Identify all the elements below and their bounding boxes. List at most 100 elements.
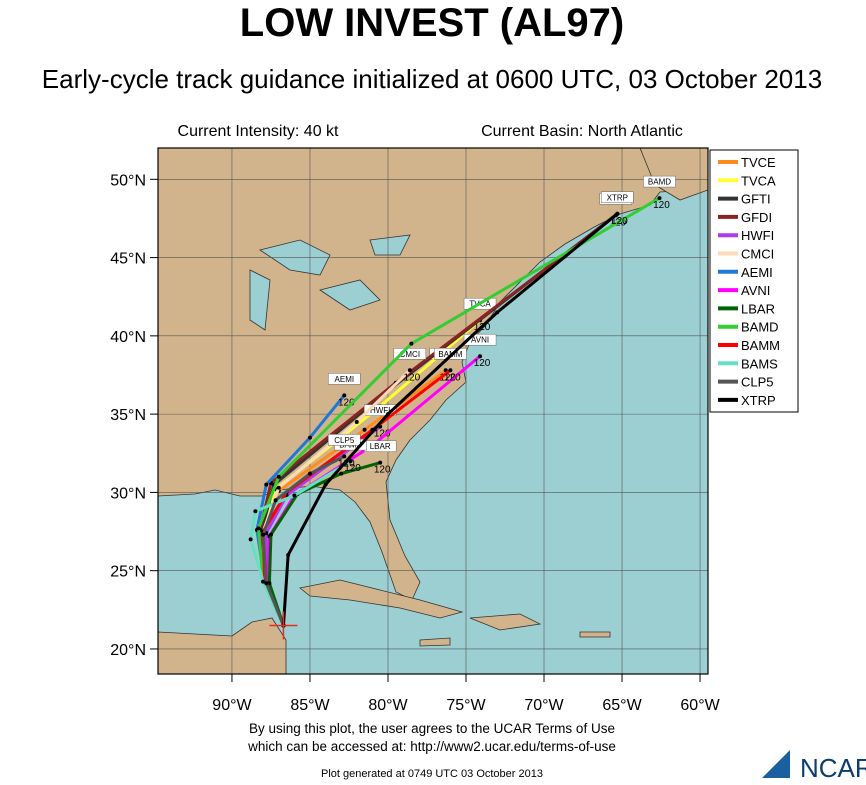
- track-point: [276, 474, 281, 479]
- track-point: [348, 459, 353, 464]
- track-label-box: [393, 348, 427, 360]
- track-point: [339, 471, 344, 476]
- terms-line-2: which can be accessed at: http://www2.uc…: [247, 739, 616, 754]
- legend-label: AEMI: [741, 265, 773, 280]
- track: [249, 459, 352, 627]
- track-point: [248, 537, 253, 542]
- lon-label: 70°W: [524, 697, 564, 714]
- tracks: TVCE120TVCA120GFTI120GFDI120HWFI120CMCI1…: [248, 175, 676, 628]
- legend-label: AVNI: [741, 283, 770, 298]
- title: LOW INVEST (AL97): [240, 1, 624, 45]
- final-hour: 120: [653, 200, 670, 211]
- track-label: LBAR: [370, 442, 391, 451]
- legend-label: BAMM: [741, 338, 780, 353]
- lat-label: 50°N: [110, 172, 146, 189]
- final-hour: 120: [338, 458, 355, 469]
- track-label: HWFI: [370, 406, 390, 415]
- lon-label: 65°W: [602, 697, 642, 714]
- track-point: [276, 485, 281, 490]
- legend: [709, 149, 799, 413]
- track-point: [273, 498, 278, 503]
- track-label: AVNI: [471, 336, 489, 345]
- track-label-box: [463, 333, 497, 346]
- lat-label: 40°N: [110, 329, 146, 346]
- legend-label: BAMD: [741, 320, 779, 335]
- track-label: CMCI: [400, 350, 420, 359]
- track-point: [409, 341, 414, 346]
- final-hour: 120: [374, 465, 391, 476]
- track-point: [362, 427, 367, 432]
- track-label: BAMD: [648, 178, 671, 187]
- track-point: [407, 368, 412, 373]
- track-point: [261, 532, 266, 537]
- initial-position: [269, 611, 298, 640]
- track-point: [342, 393, 347, 398]
- final-hour: 120: [439, 372, 456, 383]
- lat-label: 25°N: [110, 564, 146, 581]
- legend-label: GFDI: [741, 210, 772, 225]
- lon-label: 90°W: [212, 697, 252, 714]
- legend-label: LBAR: [741, 301, 775, 316]
- track-label: CLP5: [334, 436, 355, 445]
- caribbean-islands: [419, 613, 611, 647]
- logo: NCAR: [800, 753, 866, 780]
- lat-label: 35°N: [110, 407, 146, 424]
- yucatan: [158, 617, 287, 674]
- final-hour: 120: [374, 429, 391, 440]
- track-point: [268, 532, 273, 537]
- subtitle: Early-cycle track guidance initialized a…: [42, 64, 822, 94]
- basin: Current Basin: North Atlantic: [481, 123, 683, 140]
- terms-line-1: By using this plot, the user agrees to t…: [249, 721, 615, 736]
- lon-label: 80°W: [368, 697, 408, 714]
- track-point: [657, 196, 662, 201]
- final-hour: 120: [474, 358, 491, 369]
- track-point: [267, 581, 272, 586]
- cuba: [299, 579, 464, 619]
- generated: Plot generated at 0749 UTC 03 October 20…: [321, 768, 543, 780]
- track-point: [448, 368, 453, 373]
- track-point: [385, 412, 390, 417]
- legend-label: TVCA: [741, 173, 776, 188]
- legend-label: HWFI: [741, 228, 774, 243]
- lon-label: 85°W: [290, 697, 330, 714]
- lon-label: 60°W: [680, 697, 720, 714]
- track-point: [307, 471, 312, 476]
- track: [281, 212, 619, 626]
- track-point: [264, 581, 269, 586]
- track-label-box: [328, 373, 361, 385]
- intensity: Current Intensity: 40 kt: [178, 123, 340, 140]
- legend-label: CMCI: [741, 247, 774, 262]
- logo-mark: [762, 750, 790, 778]
- track-label-box: [601, 191, 634, 203]
- track-label: AEMI: [335, 375, 355, 384]
- legend-label: CLP5: [741, 375, 774, 390]
- track-point: [495, 310, 500, 315]
- map: TVCE120TVCA120GFTI120GFDI120HWFI120CMCI1…: [158, 148, 708, 674]
- legend-label: XTRP: [741, 393, 776, 408]
- track-point: [378, 460, 383, 465]
- track-point: [264, 482, 269, 487]
- legend-label: BAMS: [741, 356, 778, 371]
- lat-label: 20°N: [110, 642, 146, 659]
- track: [267, 461, 381, 626]
- track-point: [307, 435, 312, 440]
- track-point: [478, 354, 483, 359]
- track-point: [342, 454, 347, 459]
- track-point: [292, 493, 297, 498]
- track-point: [286, 553, 291, 558]
- track-point: [256, 526, 261, 531]
- track-point: [615, 211, 620, 216]
- track-label-box: [434, 348, 467, 360]
- map-frame: [157, 147, 709, 675]
- track-label-box: [643, 175, 676, 188]
- track-label: XTRP: [607, 193, 628, 202]
- final-hour: 120: [403, 372, 420, 383]
- legend-label: GFTI: [741, 192, 771, 207]
- final-hour: 120: [344, 463, 361, 474]
- track-point: [354, 419, 359, 424]
- track-point: [323, 482, 328, 487]
- final-hour: 120: [338, 397, 355, 408]
- final-hour: 120: [611, 216, 628, 227]
- track-point: [261, 579, 266, 584]
